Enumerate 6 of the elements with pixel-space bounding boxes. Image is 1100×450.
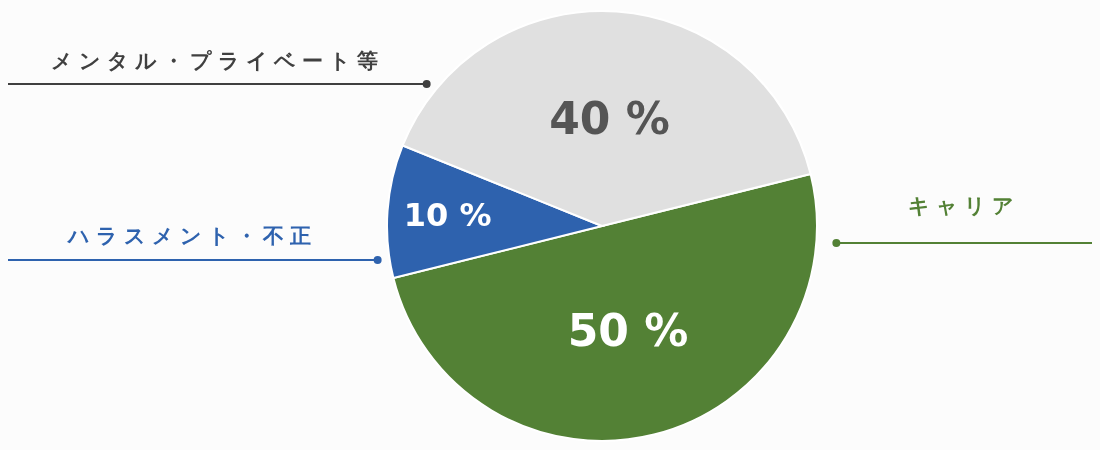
data-label: 40 % [549,93,670,145]
data-label: 50 % [567,304,689,356]
data-label: 10 % [403,196,492,235]
slice-label: ハラスメント・不正 [66,224,318,248]
slice-label: メンタル・プライベート等 [50,49,384,73]
slice-label: キャリア [908,194,1021,218]
